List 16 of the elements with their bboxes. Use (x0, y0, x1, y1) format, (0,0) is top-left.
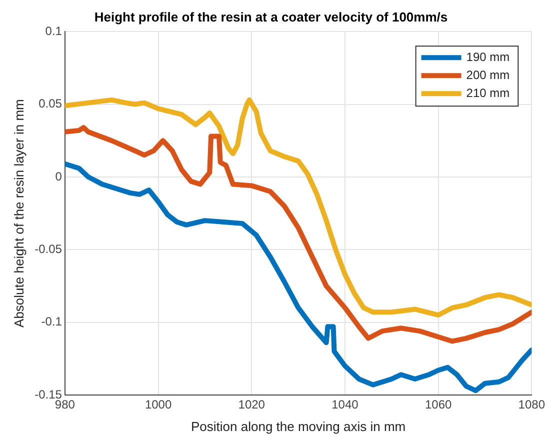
y-axis-title: Absolute height of the resin layer in mm (11, 99, 26, 328)
y-tick-label: 0.05 (38, 96, 62, 111)
chart-title: Height profile of the resin at a coater velocity of 100mm/s (94, 9, 448, 24)
legend-label: 210 mm (466, 86, 510, 100)
y-tick-label: 0.1 (45, 24, 62, 38)
legend-label: 190 mm (466, 50, 510, 64)
x-tick-label: 1000 (144, 398, 172, 412)
legend-label: 200 mm (466, 68, 510, 82)
y-tick-label: -0.1 (41, 314, 62, 329)
x-tick-label: 1040 (332, 398, 359, 412)
y-tick-label: -0.05 (34, 242, 62, 256)
x-tick-label: 1020 (238, 398, 266, 412)
x-tick-label: 1060 (424, 398, 452, 412)
x-axis-title: Position along the moving axis in mm (190, 418, 406, 434)
y-tick-label: 0 (55, 169, 62, 184)
x-tick-label: 1080 (518, 398, 546, 412)
